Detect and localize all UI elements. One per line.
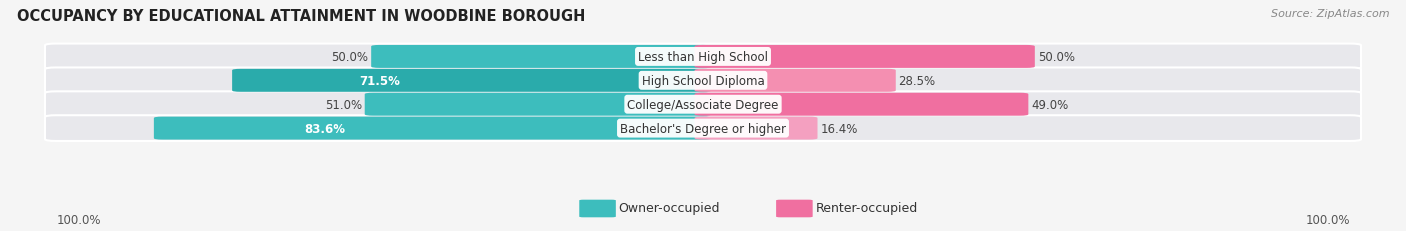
Text: Bachelor's Degree or higher: Bachelor's Degree or higher: [620, 122, 786, 135]
FancyBboxPatch shape: [45, 92, 1361, 118]
Text: Less than High School: Less than High School: [638, 51, 768, 64]
Text: 50.0%: 50.0%: [332, 51, 368, 64]
Text: 50.0%: 50.0%: [1038, 51, 1074, 64]
Text: High School Diploma: High School Diploma: [641, 74, 765, 88]
Text: Owner-occupied: Owner-occupied: [619, 201, 720, 214]
FancyBboxPatch shape: [579, 200, 616, 217]
Text: 100.0%: 100.0%: [56, 213, 101, 226]
Text: OCCUPANCY BY EDUCATIONAL ATTAINMENT IN WOODBINE BOROUGH: OCCUPANCY BY EDUCATIONAL ATTAINMENT IN W…: [17, 9, 585, 24]
FancyBboxPatch shape: [695, 117, 817, 140]
FancyBboxPatch shape: [371, 46, 711, 69]
Text: College/Associate Degree: College/Associate Degree: [627, 98, 779, 111]
Text: 49.0%: 49.0%: [1031, 98, 1069, 111]
Text: 16.4%: 16.4%: [820, 122, 858, 135]
FancyBboxPatch shape: [45, 116, 1361, 141]
FancyBboxPatch shape: [153, 117, 711, 140]
FancyBboxPatch shape: [45, 68, 1361, 94]
Text: 83.6%: 83.6%: [304, 122, 344, 135]
FancyBboxPatch shape: [695, 93, 1028, 116]
Text: 71.5%: 71.5%: [359, 74, 399, 88]
Text: 28.5%: 28.5%: [898, 74, 936, 88]
Text: 51.0%: 51.0%: [325, 98, 361, 111]
Text: Source: ZipAtlas.com: Source: ZipAtlas.com: [1271, 9, 1389, 19]
FancyBboxPatch shape: [695, 70, 896, 92]
FancyBboxPatch shape: [45, 44, 1361, 70]
FancyBboxPatch shape: [364, 93, 711, 116]
Text: 100.0%: 100.0%: [1305, 213, 1350, 226]
FancyBboxPatch shape: [695, 46, 1035, 69]
Text: Renter-occupied: Renter-occupied: [815, 201, 918, 214]
FancyBboxPatch shape: [232, 70, 711, 92]
FancyBboxPatch shape: [776, 200, 813, 217]
